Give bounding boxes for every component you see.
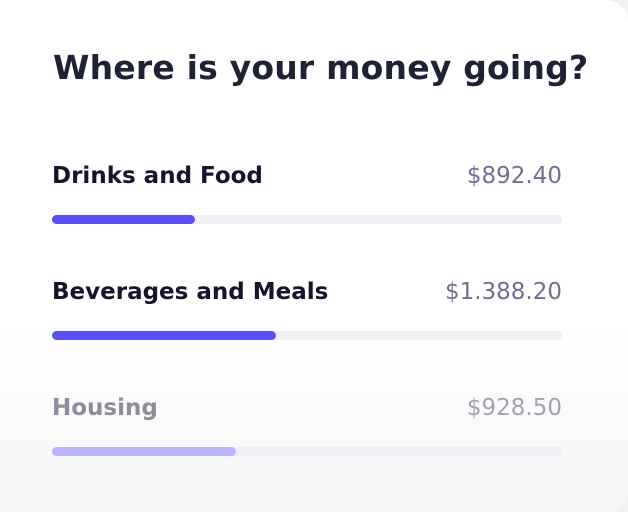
progress-fill bbox=[52, 215, 195, 224]
item-amount: $1.388.20 bbox=[444, 279, 562, 305]
progress-track bbox=[52, 215, 562, 224]
expense-item: Housing $928.50 bbox=[52, 395, 562, 465]
progress-track bbox=[52, 331, 562, 340]
expense-item: Drinks and Food $892.40 bbox=[52, 163, 562, 233]
progress-fill bbox=[52, 447, 236, 456]
progress-fill bbox=[52, 331, 277, 340]
progress-track bbox=[52, 447, 562, 456]
card-title: Where is your money going? bbox=[53, 48, 589, 87]
item-label: Housing bbox=[52, 395, 158, 421]
item-amount: $928.50 bbox=[466, 395, 562, 421]
expense-item: Beverages and Meals $1.388.20 bbox=[52, 279, 562, 349]
item-label: Drinks and Food bbox=[52, 163, 263, 189]
item-label: Beverages and Meals bbox=[52, 279, 329, 305]
item-amount: $892.40 bbox=[466, 163, 562, 189]
